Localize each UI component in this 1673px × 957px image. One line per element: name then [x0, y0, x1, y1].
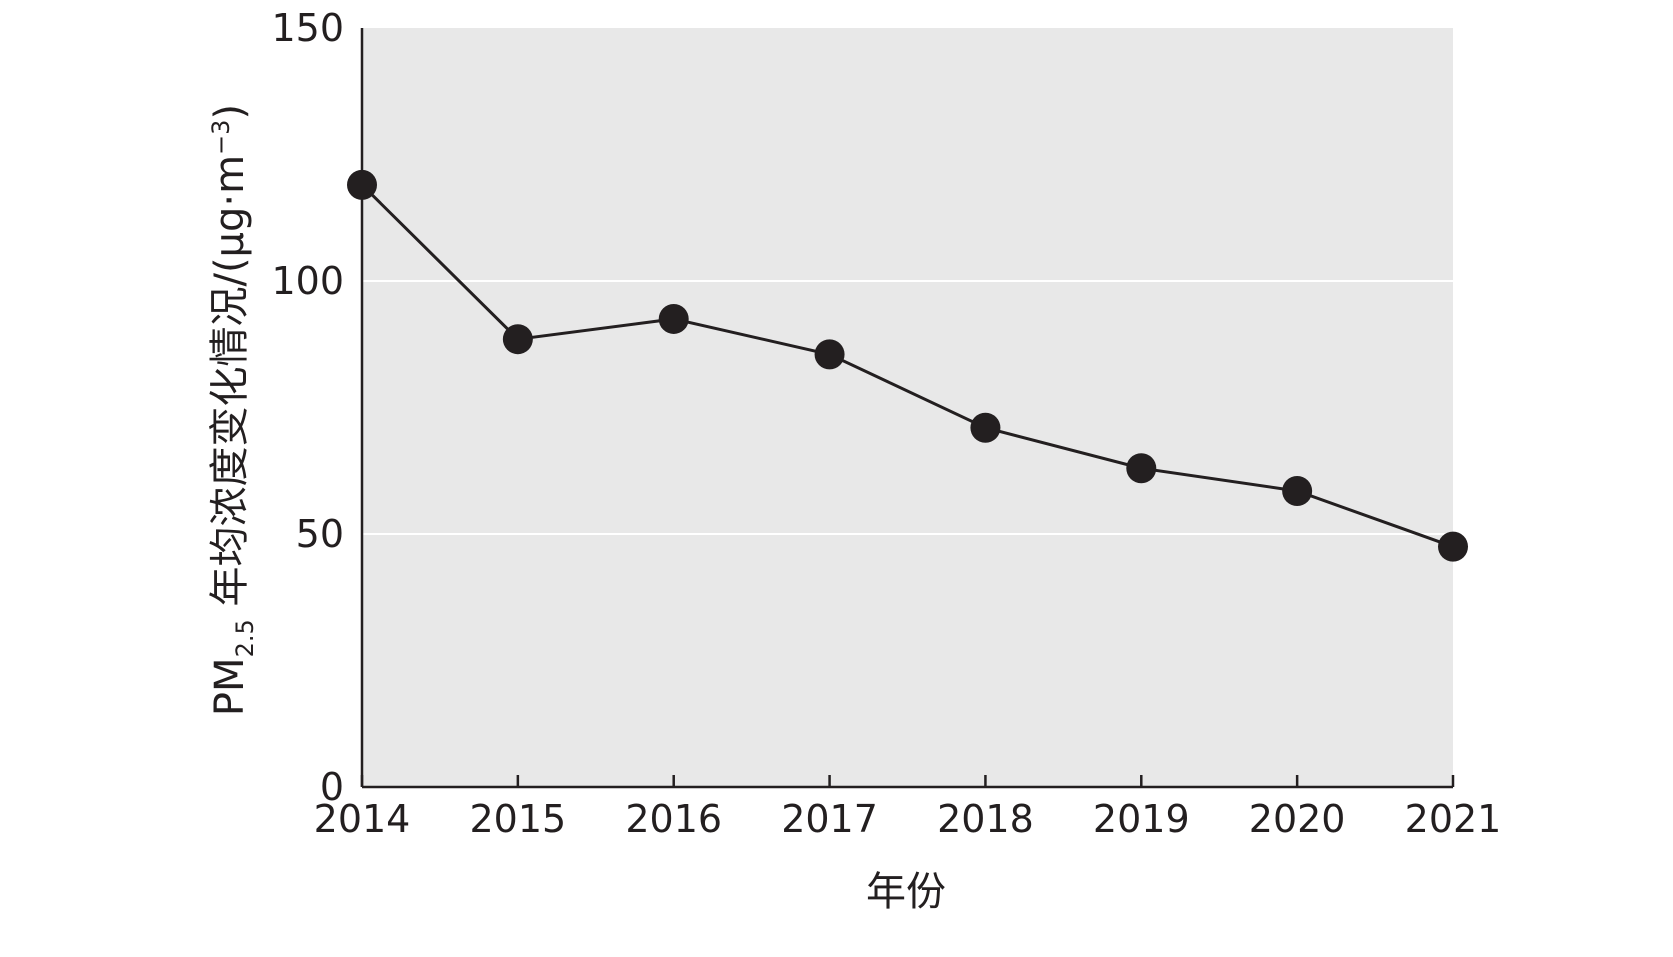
data-point: [347, 169, 377, 200]
y-tick-label: 100: [271, 259, 344, 303]
x-tick-label: 2018: [937, 797, 1034, 841]
data-point: [1282, 475, 1313, 506]
y-tick-label: 50: [296, 512, 344, 556]
y-axis-title: PM2.5 年均浓度变化情况/(μg·m−3): [207, 104, 259, 716]
y-axis-title-subscript: 2.5: [231, 619, 259, 657]
series-line: [360, 183, 1454, 549]
y-axis-title-suffix: ): [207, 104, 253, 120]
y-tick-label: 150: [271, 6, 344, 50]
y-tick-label: 0: [320, 765, 344, 809]
y-axis-title-superscript: −3: [207, 120, 235, 155]
x-tick-label: 2016: [625, 797, 722, 841]
x-axis-title: 年份: [866, 869, 946, 915]
data-point: [814, 339, 845, 370]
y-axis-title-main: 年均浓度变化情况/(μg·m: [207, 155, 253, 619]
x-tick-label: 2020: [1249, 797, 1346, 841]
x-ticks: [360, 775, 1455, 787]
x-tick-label: 2021: [1405, 797, 1502, 841]
plot-background: [362, 28, 1453, 787]
x-tick-labels: 2014 2015 2016 2017 2018 2019 2020 2021: [314, 797, 1502, 841]
series-markers: [347, 169, 1468, 562]
data-point: [1438, 531, 1468, 562]
y-tick-labels: 0 50 100 150: [271, 6, 344, 809]
data-point: [970, 412, 1001, 443]
data-point: [502, 324, 533, 355]
x-tick-label: 2019: [1093, 797, 1190, 841]
x-tick-label: 2017: [781, 797, 878, 841]
data-point: [658, 303, 689, 334]
data-point: [1126, 453, 1157, 484]
gridlines: [362, 280, 1453, 535]
x-tick-label: 2015: [469, 797, 566, 841]
y-axis-title-prefix: PM: [207, 657, 253, 716]
x-tick-label: 2014: [314, 797, 411, 841]
